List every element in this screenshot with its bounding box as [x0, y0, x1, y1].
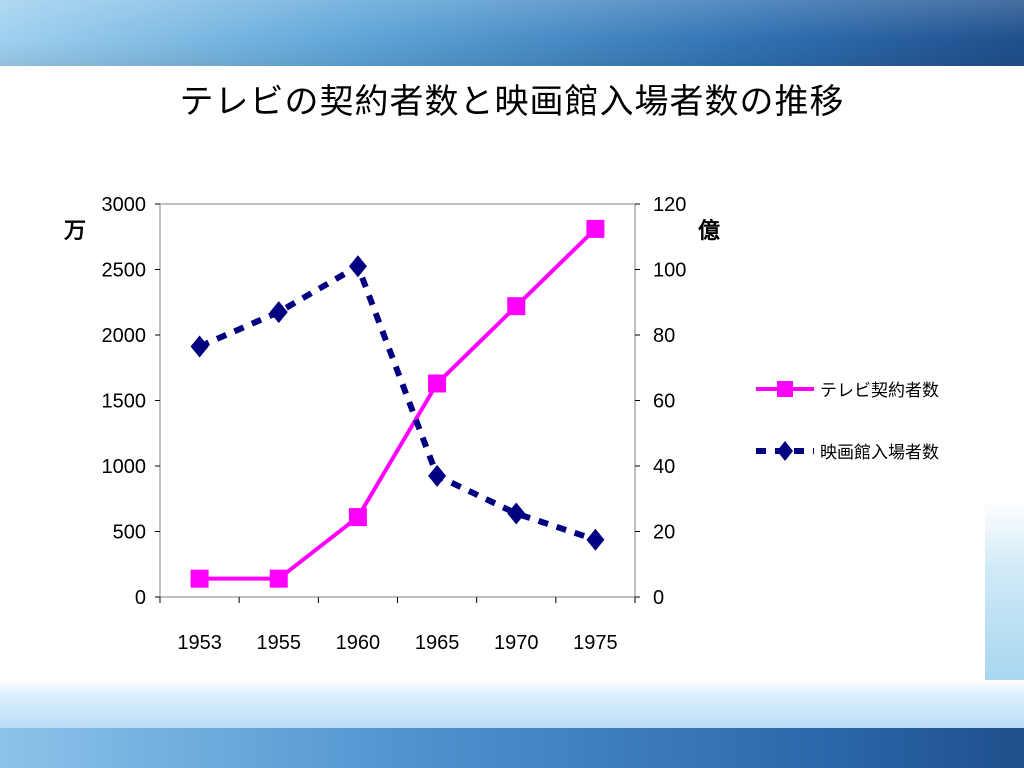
left-axis-tick-label: 3000 [102, 194, 147, 216]
x-axis-tick-label: 1953 [177, 632, 222, 654]
footer-band [0, 728, 1024, 768]
legend-cinema-marker [777, 441, 793, 461]
left-axis-unit: 万 [63, 219, 86, 244]
header-band [0, 0, 1024, 66]
x-axis-tick-label: 1955 [257, 632, 302, 654]
cinema-series-marker [586, 528, 605, 551]
legend-tv-marker [777, 381, 793, 397]
cinema-series-marker [269, 301, 288, 324]
tv-series-marker [269, 569, 288, 588]
left-axis-tick-label: 2000 [102, 325, 147, 347]
cinema-series-marker [348, 255, 367, 278]
decorative-wave-band [0, 680, 1024, 728]
x-axis-tick-label: 1965 [415, 632, 460, 654]
decorative-wave-right [985, 500, 1024, 680]
cinema-series-marker [190, 335, 209, 358]
legend-cinema-label: 映画館入場者数 [820, 443, 939, 463]
tv-series-marker [428, 374, 447, 393]
plot-area [159, 203, 636, 598]
right-axis-tick-label: 80 [653, 325, 675, 347]
x-axis-tick-label: 1960 [336, 632, 381, 654]
tv-series-marker [586, 219, 605, 238]
left-axis-tick-label: 2500 [102, 260, 147, 282]
tv-series-marker [348, 508, 367, 527]
cinema-series-marker [507, 502, 526, 525]
x-axis-tick-label: 1975 [573, 632, 618, 654]
x-axis-tick-label: 1970 [494, 632, 539, 654]
tv-series-marker [507, 297, 526, 316]
legend-tv-label: テレビ契約者数 [820, 381, 939, 401]
tv-series-marker [190, 569, 209, 588]
cinema-series-line [198, 261, 597, 543]
cinema-series-marker [428, 464, 447, 487]
right-axis-tick-label: 120 [653, 194, 686, 216]
right-axis-tick-label: 20 [653, 522, 675, 544]
right-axis-unit: 億 [698, 218, 720, 244]
right-axis-tick-label: 60 [653, 391, 675, 413]
left-axis-tick-label: 1500 [102, 391, 147, 413]
tv-series-line [199, 227, 597, 581]
left-axis-tick-label: 1000 [102, 456, 147, 478]
slide-title: テレビの契約者数と映画館入場者数の推移 [179, 82, 845, 122]
left-axis-tick-label: 0 [135, 587, 146, 609]
right-axis-tick-label: 0 [653, 587, 664, 609]
right-axis-tick-label: 100 [653, 260, 686, 282]
right-axis-tick-label: 40 [653, 456, 675, 478]
left-axis-tick-label: 500 [113, 522, 146, 544]
